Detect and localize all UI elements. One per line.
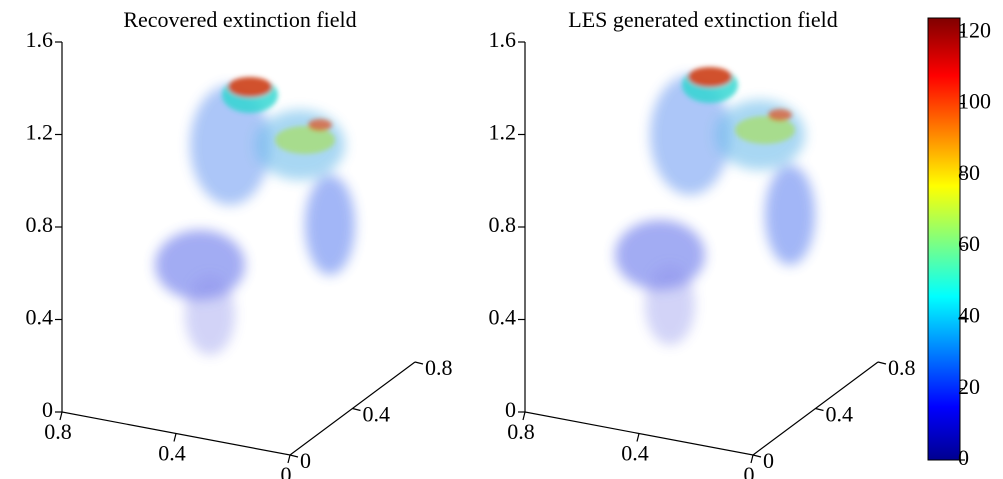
colorbar-tick-label: 40: [958, 302, 980, 327]
volume-render: [155, 77, 355, 355]
x-tick: [173, 433, 177, 442]
z-tick-label: 1.6: [26, 27, 54, 52]
y-tick: [414, 361, 424, 365]
z-tick-label: 1.6: [489, 27, 517, 52]
colorbar: [927, 17, 961, 461]
y-tick-label: 0: [300, 448, 311, 473]
colorbar-tick-label: 80: [958, 160, 980, 185]
z-tick-label: 1.2: [26, 120, 54, 145]
x-tick: [59, 411, 63, 421]
z-tick-label: 0.8: [489, 212, 517, 237]
z-tick-label: 1.2: [489, 120, 517, 145]
x-tick: [750, 454, 754, 464]
colorbar-tick-label: 60: [958, 231, 980, 256]
z-tick-label: 0.4: [26, 305, 54, 330]
y-tick: [752, 454, 762, 458]
y-tick: [877, 361, 887, 365]
colorbar-tick-label: 100: [958, 89, 991, 114]
z-tick-label: 0.4: [489, 305, 517, 330]
x-tick-label: 0: [744, 462, 755, 479]
x-tick: [636, 433, 640, 442]
y-tick-label: 0.4: [363, 402, 391, 427]
colorbar-tick-label: 0: [958, 445, 969, 470]
x-tick-label: 0.8: [44, 419, 72, 444]
y-tick: [289, 454, 299, 458]
x-tick-label: 0: [281, 462, 292, 479]
x-tick-label: 0.8: [507, 419, 535, 444]
x-tick-label: 0.4: [158, 441, 186, 466]
z-tick-label: 0.8: [26, 212, 54, 237]
y-tick: [815, 407, 824, 412]
y-tick-label: 0.8: [888, 355, 916, 380]
y-tick-label: 0.8: [425, 355, 453, 380]
x-tick: [522, 411, 526, 421]
colorbar-tick-label: 20: [958, 374, 980, 399]
x-tick-label: 0.4: [621, 441, 649, 466]
y-tick-label: 0.4: [826, 402, 854, 427]
colorbar-tick-label: 120: [958, 17, 991, 42]
y-tick-label: 0: [763, 448, 774, 473]
volume-render: [615, 67, 815, 345]
z-tick-label: 0: [42, 397, 53, 422]
x-tick: [287, 454, 291, 464]
panel-title: Recovered extinction field: [123, 7, 356, 32]
z-tick-label: 0: [505, 397, 516, 422]
y-tick: [352, 407, 361, 412]
panel-title: LES generated extinction field: [568, 7, 837, 32]
